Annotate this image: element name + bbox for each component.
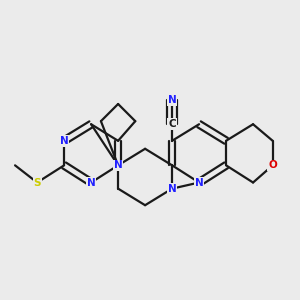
Text: N: N [114,160,122,170]
Text: O: O [268,160,277,170]
Text: N: N [60,136,68,146]
Text: N: N [168,184,176,194]
Text: C: C [168,119,176,129]
Text: N: N [168,95,176,105]
Text: N: N [195,178,203,188]
Text: S: S [33,178,41,188]
Text: N: N [87,178,95,188]
